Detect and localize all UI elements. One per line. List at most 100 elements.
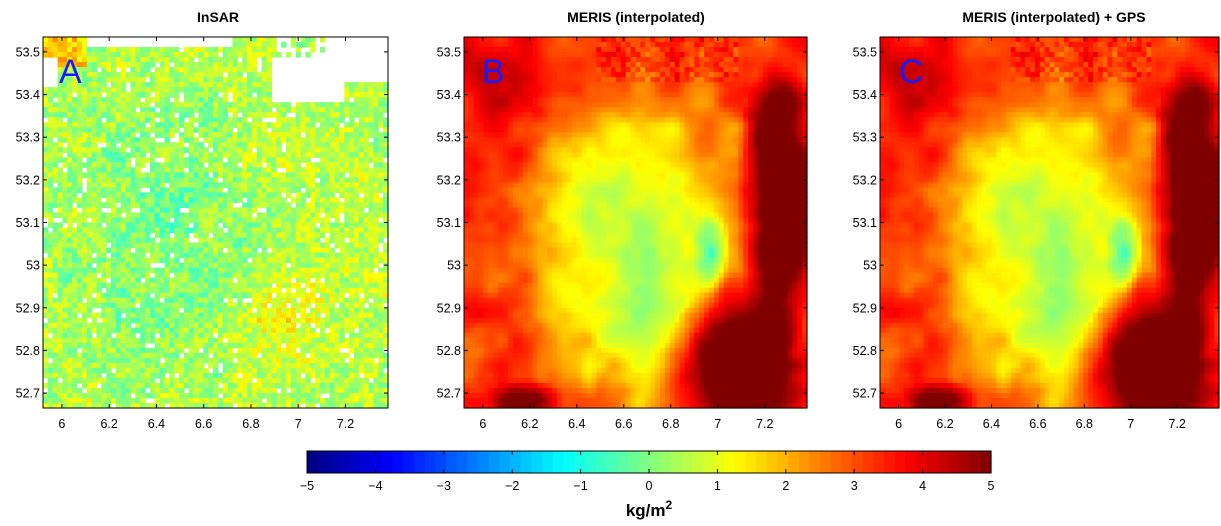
heatmap-cell [319, 332, 326, 339]
heatmap-cell [96, 57, 102, 63]
heatmap-cell [349, 392, 355, 399]
heatmap-cell [72, 392, 78, 399]
panel-title-meris: MERIS (interpolated) [567, 9, 705, 25]
heatmap-cell [145, 382, 151, 389]
heatmap-cell [125, 102, 132, 108]
heatmap-cell [300, 237, 306, 244]
heatmap-cell [169, 182, 175, 188]
heatmap-cell [43, 402, 49, 409]
heatmap-cell [62, 87, 68, 93]
heatmap-cell [261, 237, 268, 244]
heatmap-cell [232, 377, 238, 384]
heatmap-cell [232, 322, 238, 329]
heatmap-cell [62, 392, 68, 399]
heatmap-cell [478, 322, 485, 329]
heatmap-cell [169, 72, 175, 78]
heatmap-cell [232, 312, 238, 319]
heatmap-cell [62, 282, 68, 289]
heatmap-cell [353, 97, 360, 103]
heatmap-cell [344, 147, 350, 153]
heatmap-cell [135, 222, 141, 229]
heatmap-cell [290, 107, 297, 113]
heatmap-cell [358, 397, 365, 404]
heatmap-cell [169, 337, 175, 344]
heatmap-cell [169, 112, 175, 118]
heatmap-cell [305, 172, 311, 178]
x-tick-label: 6.6 [195, 417, 212, 431]
heatmap-cell [193, 242, 200, 249]
heatmap-cell [125, 152, 132, 158]
heatmap-cell [468, 357, 475, 364]
heatmap-cell [43, 372, 49, 379]
heatmap-cell [300, 327, 306, 334]
heatmap-cell [473, 272, 480, 279]
heatmap-cell [188, 227, 195, 234]
heatmap-cell [183, 137, 190, 143]
heatmap-cell [120, 222, 127, 229]
heatmap-cell [334, 332, 341, 339]
heatmap-cell [363, 172, 370, 178]
heatmap-cell [464, 367, 470, 374]
heatmap-cell [52, 282, 59, 289]
heatmap-cell [295, 227, 302, 234]
heatmap-cell [266, 327, 272, 334]
heatmap-cell [145, 47, 151, 53]
heatmap-cell [368, 202, 375, 209]
heatmap-cell [193, 147, 200, 153]
heatmap-cell [62, 262, 68, 269]
heatmap-cell [86, 62, 93, 68]
heatmap-cell [120, 97, 127, 103]
heatmap-cell [368, 192, 375, 199]
heatmap-cell [154, 92, 161, 98]
heatmap-cell [349, 167, 355, 173]
heatmap-cell [159, 132, 166, 138]
heatmap-cell [154, 327, 161, 334]
heatmap-cell [125, 72, 132, 78]
heatmap-cell [145, 287, 151, 294]
heatmap-cell [464, 207, 470, 214]
heatmap-cell [473, 157, 480, 163]
heatmap-cell [81, 117, 88, 123]
heatmap-cell [193, 47, 200, 53]
heatmap-cell [344, 142, 350, 148]
heatmap-cell [217, 372, 224, 379]
heatmap-cell [358, 302, 365, 309]
heatmap-cell [310, 107, 316, 113]
heatmap-cell [473, 37, 480, 43]
heatmap-cell [281, 282, 287, 289]
heatmap-cell [111, 257, 117, 264]
heatmap-cell [310, 177, 316, 183]
heatmap-cell [319, 117, 326, 123]
heatmap-cell [86, 342, 93, 349]
heatmap-cell [115, 97, 122, 103]
heatmap-cell [91, 232, 98, 239]
heatmap-cell [135, 52, 141, 58]
heatmap-cell [164, 87, 170, 93]
heatmap-cell [183, 127, 190, 133]
heatmap-cell [149, 312, 156, 319]
heatmap-cell [67, 217, 73, 224]
heatmap-cell [368, 117, 375, 123]
heatmap-cell [295, 247, 302, 254]
heatmap-cell [149, 207, 156, 214]
heatmap-cell [72, 52, 78, 58]
heatmap-cell [349, 177, 355, 183]
heatmap-cell [290, 362, 297, 369]
heatmap-cell [227, 352, 234, 359]
heatmap-cell [232, 132, 238, 138]
heatmap-cell [106, 387, 112, 394]
heatmap-cell [285, 282, 292, 289]
heatmap-cell [300, 247, 306, 254]
heatmap-cell [383, 287, 389, 294]
heatmap-cell [373, 367, 379, 374]
heatmap-cell [247, 302, 253, 309]
heatmap-cell [154, 162, 161, 168]
heatmap-cell [135, 47, 141, 53]
heatmap-cell [149, 332, 156, 339]
heatmap-cell [227, 202, 234, 209]
heatmap-cell [358, 182, 365, 188]
heatmap-cell [43, 147, 49, 153]
heatmap-cell [149, 197, 156, 204]
heatmap-cell [295, 377, 302, 384]
heatmap-cell [363, 117, 370, 123]
